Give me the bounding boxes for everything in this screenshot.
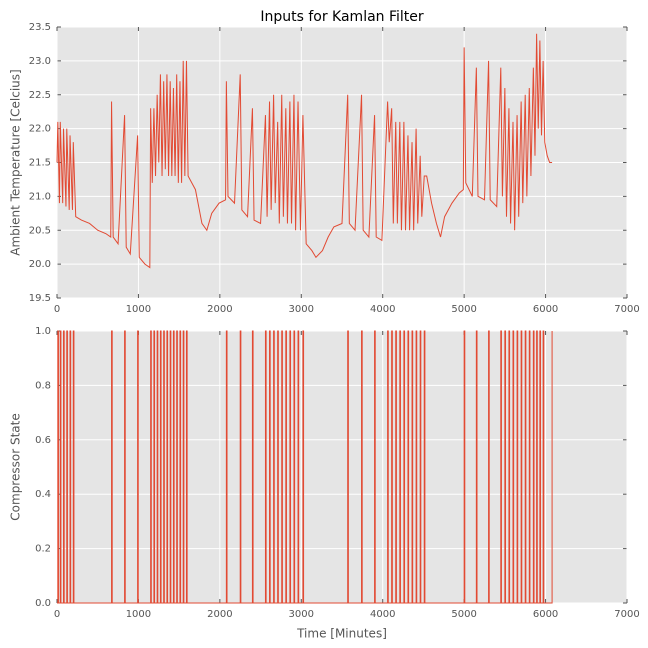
- x-tick-label: 7000: [614, 304, 639, 315]
- chart-title: Inputs for Kamlan Filter: [260, 9, 424, 25]
- x-tick-label: 6000: [533, 609, 558, 620]
- x-tick-label: 4000: [370, 609, 395, 620]
- y-tick-label: 22.5: [29, 90, 51, 101]
- x-tick-label: 7000: [614, 609, 639, 620]
- y-tick-label: 21.5: [29, 158, 51, 169]
- y-tick-label: 20.0: [29, 259, 51, 270]
- x-tick-label: 3000: [289, 304, 314, 315]
- y-tick-label: 21.0: [29, 191, 51, 202]
- y-axis-label: Compressor State: [9, 413, 23, 520]
- y-tick-label: 22.0: [29, 124, 51, 135]
- y-tick-label: 23.0: [29, 56, 51, 67]
- x-tick-label: 0: [54, 609, 60, 620]
- x-axis-label: Time [Minutes]: [296, 627, 387, 641]
- x-tick-label: 5000: [451, 304, 476, 315]
- y-tick-label: 0.0: [35, 598, 51, 609]
- y-tick-label: 0.4: [35, 489, 51, 500]
- x-tick-label: 3000: [289, 609, 314, 620]
- x-tick-label: 2000: [207, 304, 232, 315]
- y-tick-label: 20.5: [29, 225, 51, 236]
- x-tick-label: 4000: [370, 304, 395, 315]
- y-tick-label: 0.6: [35, 435, 51, 446]
- data-line: [56, 33, 553, 269]
- x-tick-label: 2000: [207, 609, 232, 620]
- y-tick-label: 1.0: [35, 326, 51, 337]
- plot-area: [57, 331, 627, 603]
- y-axis-label: Ambient Temperature [Celcius]: [9, 69, 23, 255]
- y-tick-label: 0.8: [35, 380, 51, 391]
- y-tick-label: 0.2: [35, 544, 51, 555]
- x-tick-label: 5000: [451, 609, 476, 620]
- x-tick-label: 6000: [533, 304, 558, 315]
- x-tick-label: 0: [54, 304, 60, 315]
- y-tick-label: 23.5: [29, 22, 51, 33]
- x-tick-label: 1000: [126, 609, 151, 620]
- y-tick-label: 19.5: [29, 293, 51, 304]
- data-line: [57, 330, 553, 604]
- x-tick-label: 1000: [126, 304, 151, 315]
